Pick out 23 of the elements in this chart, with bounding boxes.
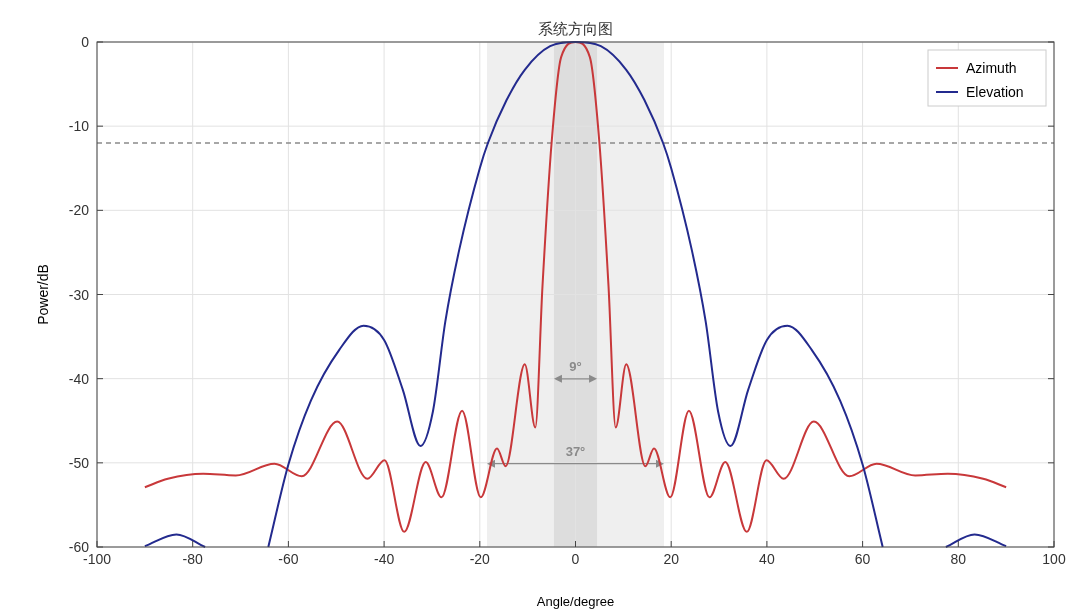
x-tick-label: -40 — [373, 551, 395, 567]
x-tick-label: 60 — [854, 551, 871, 567]
x-tick-label: 100 — [1042, 551, 1066, 567]
x-tick-label: -80 — [182, 551, 204, 567]
x-tick-label: 80 — [950, 551, 967, 567]
x-tick-label: 20 — [663, 551, 680, 567]
band-label: 37° — [565, 443, 586, 459]
legend-label: Elevation — [966, 84, 1024, 100]
x-tick-label: 40 — [759, 551, 775, 567]
band-label: 9° — [569, 358, 582, 374]
y-tick-label: -10 — [68, 118, 90, 135]
x-tick-label: -60 — [278, 551, 299, 567]
chart-title: 系统方向图 — [538, 20, 613, 38]
y-tick-label: -40 — [68, 370, 90, 387]
y-axis-title: Power/dB — [35, 264, 51, 325]
y-tick-label: -50 — [68, 454, 90, 471]
y-tick-label: -20 — [68, 202, 90, 219]
x-tick-label: 0 — [571, 551, 580, 567]
x-tick-label: -20 — [469, 551, 491, 567]
y-tick-label: -30 — [68, 286, 90, 303]
legend-label: Azimuth — [966, 60, 1017, 76]
x-axis-title: Angle/degree — [536, 594, 615, 609]
y-tick-label: 0 — [81, 34, 90, 50]
